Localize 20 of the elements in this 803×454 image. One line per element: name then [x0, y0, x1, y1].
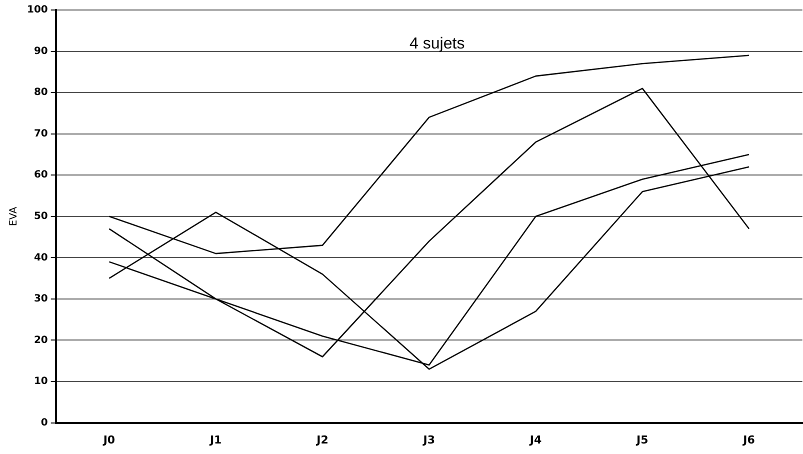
y-tick-label: 90	[34, 46, 48, 57]
y-axis-title: EVA	[8, 206, 20, 226]
y-tick-label: 30	[34, 294, 48, 305]
x-tick-label: J6	[742, 433, 756, 446]
y-tick-label: 80	[34, 87, 48, 98]
x-tick-label: J1	[208, 433, 222, 446]
x-tick-label: J3	[422, 433, 435, 446]
y-tick-label: 0	[40, 417, 48, 428]
x-tick-label: J2	[316, 433, 328, 446]
y-tick-label: 100	[27, 4, 48, 16]
x-tick-label: J4	[528, 433, 542, 446]
y-tick-label: 50	[34, 210, 48, 222]
y-tick-label: 60	[34, 170, 48, 181]
y-tick-label: 70	[34, 128, 48, 140]
text: 4 sujets	[410, 35, 465, 52]
x-tick-label: J0	[102, 433, 116, 446]
x-tick-label: J5	[636, 433, 648, 446]
y-tick-label: 40	[34, 252, 48, 264]
y-tick-label: 20	[34, 334, 48, 346]
y-tick-label: 10	[34, 376, 48, 388]
